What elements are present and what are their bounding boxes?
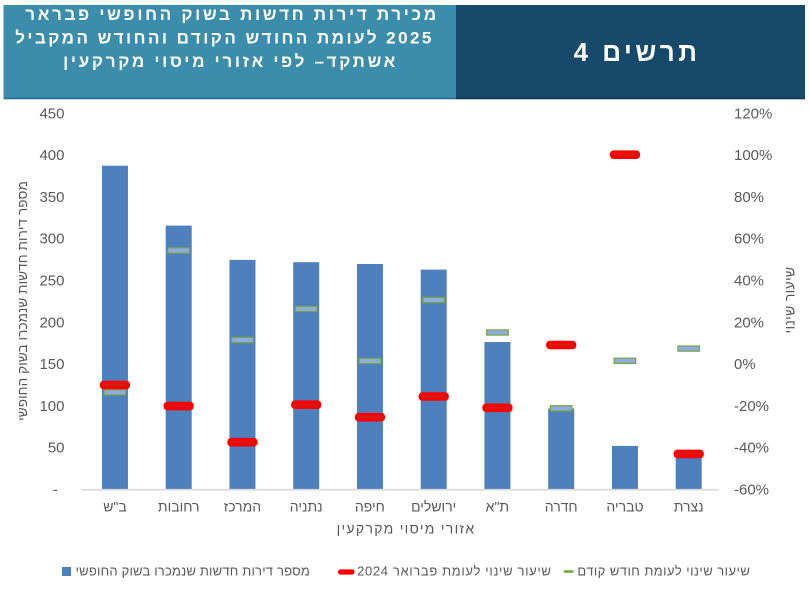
svg-text:450: 450 xyxy=(39,105,64,122)
svg-text:0%: 0% xyxy=(734,356,756,373)
svg-text:ב"ש: ב"ש xyxy=(103,499,127,515)
svg-text:טבריה: טבריה xyxy=(606,499,643,515)
svg-text:80%: 80% xyxy=(734,189,764,206)
svg-text:מספר דירות חדשות שנמכרו בשוק ה: מספר דירות חדשות שנמכרו בשוק החופשי xyxy=(15,181,30,421)
svg-text:100: 100 xyxy=(39,398,64,415)
svg-text:חיפה: חיפה xyxy=(355,499,385,515)
svg-text:120%: 120% xyxy=(734,105,772,122)
svg-text:50: 50 xyxy=(48,440,65,457)
svg-text:-60%: -60% xyxy=(734,481,769,498)
svg-text:נצרת: נצרת xyxy=(674,499,704,515)
svg-text:שיעור שינוי לעומת חודש קודם: שיעור שינוי לעומת חודש קודם xyxy=(577,564,750,579)
svg-text:ירושלים: ירושלים xyxy=(411,499,456,515)
svg-text:מספר דירות חדשות שנמכרו בשוק ה: מספר דירות חדשות שנמכרו בשוק החופשי xyxy=(76,564,310,579)
svg-text:נתניה: נתניה xyxy=(290,499,323,515)
svg-text:40%: 40% xyxy=(734,273,764,290)
svg-text:250: 250 xyxy=(39,273,64,290)
svg-text:שיעור שינוי לעומת פברואר 2024: שיעור שינוי לעומת פברואר 2024 xyxy=(357,564,551,579)
svg-text:350: 350 xyxy=(39,189,64,206)
svg-text:-20%: -20% xyxy=(734,398,769,415)
svg-text:200: 200 xyxy=(39,314,64,331)
svg-text:המרכז: המרכז xyxy=(224,499,261,515)
svg-text:150: 150 xyxy=(39,356,64,373)
svg-text:60%: 60% xyxy=(734,231,764,248)
svg-text:חדרה: חדרה xyxy=(545,499,578,515)
svg-text:אשתקד– לפי אזורי מיסוי מקרקעין: אשתקד– לפי אזורי מיסוי מקרקעין xyxy=(63,52,398,71)
svg-text:אזורי מיסוי מקרקעין: אזורי מיסוי מקרקעין xyxy=(337,521,476,537)
svg-text:ת"א: ת"א xyxy=(486,499,509,515)
svg-text:400: 400 xyxy=(39,147,64,164)
svg-text:מכירת דירות חדשות בשוק החופשי: מכירת דירות חדשות בשוק החופשי פבראר xyxy=(25,5,439,24)
svg-text:20%: 20% xyxy=(734,314,764,331)
svg-text:תרשים 4: תרשים 4 xyxy=(574,37,701,67)
svg-text:שיעור שינוי: שיעור שינוי xyxy=(782,267,798,334)
svg-text:2025 לעומת החודש הקודם והחודש: 2025 לעומת החודש הקודם והחודש המקביל xyxy=(15,29,434,48)
svg-text:100%: 100% xyxy=(734,147,772,164)
svg-text:-40%: -40% xyxy=(734,440,769,457)
svg-text:-: - xyxy=(53,481,58,498)
svg-text:רחובות: רחובות xyxy=(158,499,200,515)
svg-text:300: 300 xyxy=(39,231,64,248)
